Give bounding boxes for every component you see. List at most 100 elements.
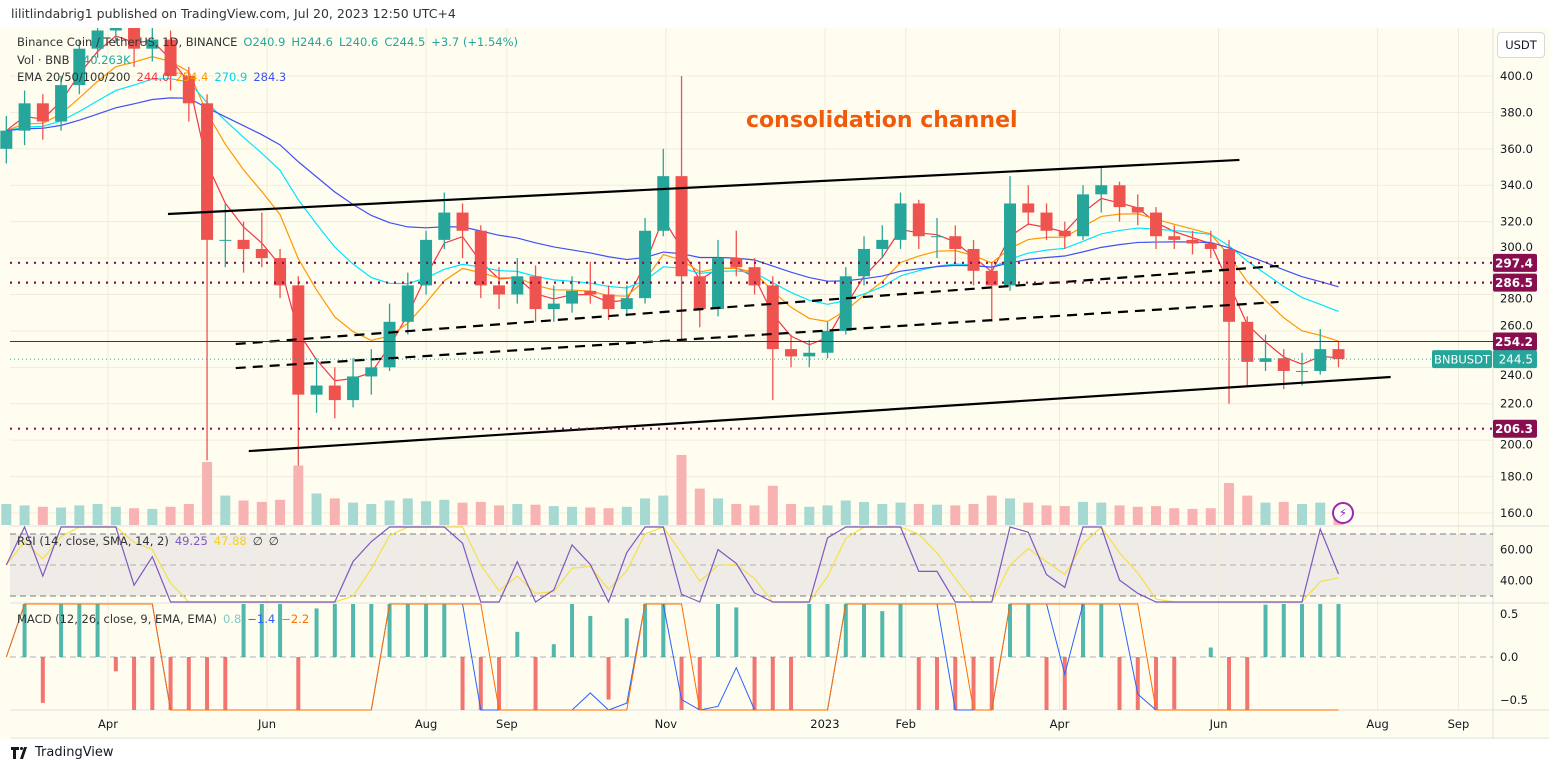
candle-body — [1040, 212, 1053, 231]
candle-body — [1332, 349, 1345, 360]
volume-bar — [1132, 506, 1143, 525]
candle-body — [675, 176, 688, 277]
volume-bar — [1023, 502, 1034, 525]
candle-body — [894, 203, 907, 240]
symbol-tag — [1432, 350, 1492, 369]
tradingview-logo[interactable]: TradingView — [11, 745, 114, 760]
volume-bar — [329, 498, 340, 525]
high-value: H244.6 — [291, 35, 333, 49]
macd-histogram-bar — [259, 604, 264, 657]
ema50-line — [6, 56, 1339, 342]
candle-body — [438, 212, 451, 240]
volume-bar — [877, 504, 888, 525]
rsi-line — [5, 525, 1340, 604]
macd-histogram-bar — [351, 604, 356, 657]
rsi-na-1: ∅ — [252, 534, 263, 548]
candle-body — [766, 285, 779, 350]
candle-body — [310, 385, 323, 395]
rsi-na-2: ∅ — [268, 534, 279, 548]
price-tick-label: 280.0 — [1500, 292, 1533, 306]
candle-body — [639, 230, 652, 299]
candle-body — [456, 212, 469, 231]
candle-body — [748, 267, 761, 286]
macd-histogram-bar — [624, 618, 629, 657]
volume-bar — [859, 501, 870, 525]
symbol-name[interactable]: Binance Coin / TetherUS, 1D, BINANCE — [17, 35, 238, 49]
tradingview-logo-icon — [11, 746, 27, 759]
ema-legend: EMA 20/50/100/200 244.0 254.4 270.9 284.3 — [17, 70, 292, 84]
macd-histogram-bar — [935, 657, 940, 710]
volume-bar — [202, 462, 213, 525]
price-tick-label: 300.0 — [1500, 240, 1533, 254]
price-tick-label: 380.0 — [1500, 105, 1533, 119]
macd-histogram-bar — [497, 657, 502, 710]
candle-body — [237, 239, 250, 249]
volume-bar — [913, 504, 924, 525]
time-tick-label: Sep — [1448, 717, 1470, 731]
candle-body — [1058, 230, 1071, 237]
macd-histogram-bar — [898, 604, 903, 657]
rsi-value: 49.25 — [174, 534, 208, 548]
volume-bar — [603, 508, 614, 525]
price-tick-label: 180.0 — [1500, 470, 1533, 484]
volume-bar — [1205, 508, 1216, 525]
price-tick-label: 240.0 — [1500, 368, 1533, 382]
macd-hist-value: 0.8 — [222, 612, 242, 626]
candle-body — [1095, 185, 1108, 195]
macd-histogram-bar — [989, 657, 994, 710]
volume-bar — [402, 498, 413, 525]
macd-histogram-bar — [606, 657, 611, 700]
price-tick-label: 160.0 — [1500, 506, 1533, 520]
candle-body — [1204, 243, 1217, 249]
rsi-tick-label: 40.00 — [1500, 574, 1533, 588]
macd-histogram-bar — [95, 604, 100, 657]
candle-body — [566, 290, 579, 304]
volume-bar — [895, 502, 906, 525]
macd-label[interactable]: MACD (12, 26, close, 9, EMA, EMA) — [17, 612, 217, 626]
volume-value: 140.263K — [75, 53, 131, 67]
change-value: +3.7 (+1.54%) — [431, 35, 518, 49]
rsi-label[interactable]: RSI (14, close, SMA, 14, 2) — [17, 534, 169, 548]
level-price-label: 286.5 — [1495, 276, 1533, 290]
macd-histogram-bar — [150, 657, 155, 710]
time-tick-label: Apr — [98, 717, 118, 731]
candle-body — [1259, 358, 1272, 362]
macd-histogram-bar — [1263, 604, 1268, 657]
volume-bar — [1297, 504, 1308, 525]
macd-histogram-bar — [460, 657, 465, 710]
lightning-bolt-icon[interactable]: ⚡ — [1332, 502, 1354, 524]
volume-bar — [19, 505, 30, 525]
macd-histogram-bar — [387, 604, 392, 657]
macd-legend: MACD (12, 26, close, 9, EMA, EMA) 0.8 −1.4… — [17, 612, 315, 626]
candle-body — [657, 176, 670, 231]
candle-body — [730, 258, 743, 268]
volume-bar — [457, 502, 468, 525]
candle-body — [1168, 236, 1181, 240]
candle-body — [620, 298, 633, 310]
candle-body — [693, 276, 706, 310]
currency-button[interactable]: USDT — [1497, 32, 1545, 58]
candle-body — [1223, 248, 1236, 322]
candle-body — [967, 248, 980, 271]
ema-label[interactable]: EMA 20/50/100/200 — [17, 70, 131, 84]
publish-info: lilitlindabrig1 published on TradingView… — [11, 6, 456, 21]
rsi-tick-label: 60.00 — [1500, 543, 1533, 557]
candle-body — [547, 303, 560, 310]
candle-body — [255, 248, 268, 259]
candle-body — [347, 376, 360, 401]
candle-body — [18, 103, 31, 131]
volume-label[interactable]: Vol · BNB — [17, 53, 70, 67]
volume-bar — [1187, 508, 1198, 525]
volume-bar — [767, 485, 778, 525]
candle-body — [493, 285, 506, 295]
price-tick-label: 400.0 — [1500, 69, 1533, 83]
macd-histogram-bar — [1208, 647, 1213, 657]
macd-histogram-bar — [22, 604, 27, 657]
volume-bar — [256, 501, 267, 525]
macd-histogram-bar — [1026, 604, 1031, 657]
volume-bar — [822, 505, 833, 525]
macd-histogram-bar — [643, 604, 648, 657]
macd-histogram-bar — [314, 608, 319, 657]
volume-bar — [293, 465, 304, 525]
